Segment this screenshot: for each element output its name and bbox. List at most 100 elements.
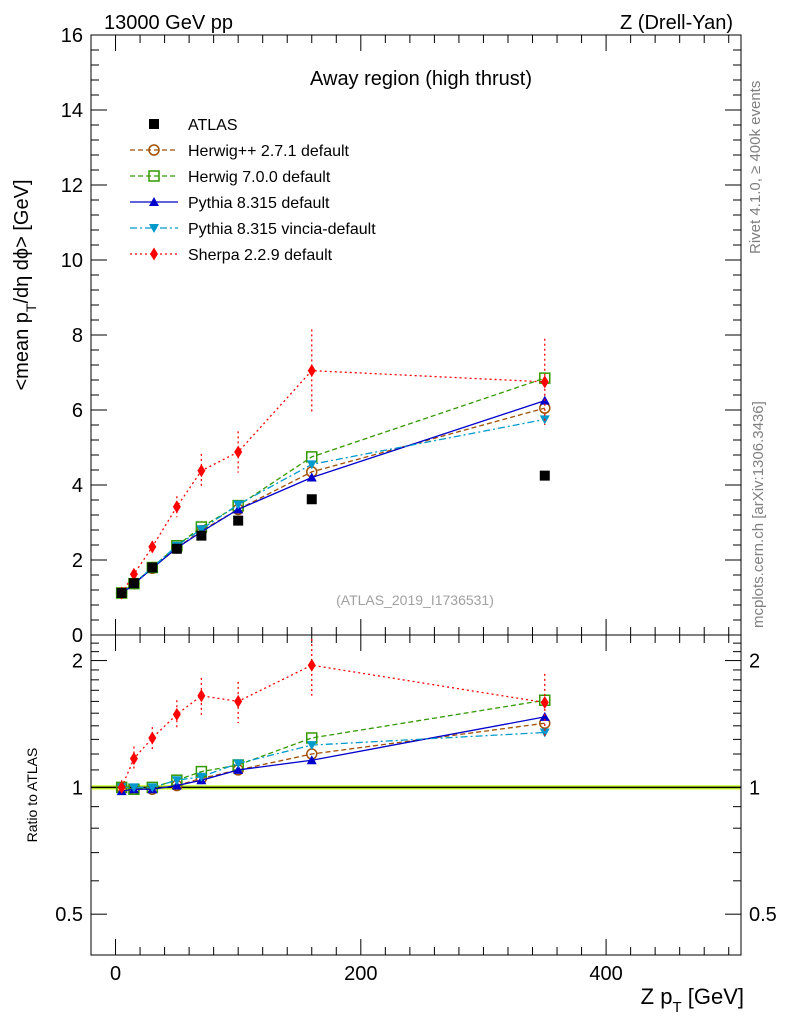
ratio-band-layer bbox=[91, 785, 741, 790]
series-line bbox=[121, 407, 545, 594]
ratio-line bbox=[121, 699, 545, 790]
x-axis-label: Z pT [GeV] bbox=[641, 984, 744, 1016]
ratio-y-tick-label-right: 0.5 bbox=[749, 904, 777, 926]
data-point bbox=[196, 525, 207, 535]
legend-label: ATLAS bbox=[188, 117, 238, 134]
ratio-y-tick-label-right: 1 bbox=[749, 777, 760, 799]
series-line bbox=[121, 377, 545, 594]
data-point bbox=[196, 530, 207, 541]
ratio-line bbox=[121, 716, 545, 792]
x-tick-label: 200 bbox=[344, 963, 377, 985]
ratio-y-tick-label: 1 bbox=[72, 777, 83, 799]
series-sherpa-2-2-9-default bbox=[117, 329, 549, 600]
series-layer bbox=[115, 329, 551, 796]
y-tick-label: 2 bbox=[72, 550, 83, 572]
y-axis-label: <mean pT/dη dϕ> [GeV] bbox=[11, 179, 39, 390]
series-line bbox=[121, 418, 545, 594]
legend-item: Pythia 8.315 vincia-default bbox=[130, 221, 376, 238]
ratio-line bbox=[121, 731, 545, 789]
data-point bbox=[233, 759, 244, 769]
data-point bbox=[306, 741, 317, 751]
data-point bbox=[128, 578, 139, 589]
analysis-watermark: (ATLAS_2019_I1736531) bbox=[336, 592, 494, 608]
data-point bbox=[306, 494, 317, 505]
data-point bbox=[540, 696, 549, 710]
legend-item: Sherpa 2.2.9 default bbox=[130, 247, 333, 264]
data-point bbox=[148, 540, 157, 554]
y-tick-label: 6 bbox=[72, 400, 83, 422]
data-point bbox=[171, 543, 182, 554]
y-tick-label: 10 bbox=[61, 250, 83, 272]
ratio-line bbox=[121, 664, 545, 788]
data-point bbox=[149, 119, 159, 129]
data-point bbox=[306, 460, 317, 470]
y-tick-label: 12 bbox=[61, 175, 83, 197]
ratio-panel-frame bbox=[90, 634, 742, 956]
data-point bbox=[539, 728, 550, 738]
y-tick-label: 0 bbox=[72, 625, 83, 647]
data-point bbox=[233, 500, 244, 510]
legend-label: Pythia 8.315 vincia-default bbox=[188, 221, 376, 238]
legend: ATLAS Herwig++ 2.7.1 default Herwig 7.0.0 … bbox=[130, 117, 376, 264]
series-line bbox=[121, 400, 545, 595]
ratio-y-tick-label: 0.5 bbox=[55, 904, 83, 926]
data-point bbox=[116, 588, 127, 598]
legend-item: Herwig 7.0.0 default bbox=[130, 169, 331, 186]
data-point bbox=[197, 464, 206, 478]
legend-label: Sherpa 2.2.9 default bbox=[188, 247, 333, 264]
ratio-series-sherpa-2-2-9-default bbox=[117, 639, 549, 795]
series-herwig-7-0-0-default bbox=[115, 372, 551, 599]
ratio-y-tick-label-right: 2 bbox=[749, 651, 760, 673]
ratio-y-axis-label: Ratio to ATLAS bbox=[24, 748, 40, 843]
data-point bbox=[307, 658, 316, 672]
data-point bbox=[197, 689, 206, 703]
data-point bbox=[234, 445, 243, 459]
rivet-label: Rivet 4.1.0, ≥ 400k events bbox=[747, 81, 764, 254]
data-point bbox=[129, 567, 138, 581]
data-point bbox=[233, 764, 244, 774]
series-atlas bbox=[116, 470, 550, 598]
data-point bbox=[306, 755, 317, 765]
data-point bbox=[307, 364, 316, 378]
data-point bbox=[540, 375, 549, 389]
ratio-series-pythia-8-315-vincia-default bbox=[116, 728, 550, 793]
legend-item: Herwig++ 2.7.1 default bbox=[130, 143, 350, 160]
data-point bbox=[149, 197, 159, 206]
mcplots-label: mcplots.cern.ch [arXiv:1306.3436] bbox=[750, 401, 767, 628]
data-point bbox=[129, 752, 138, 766]
legend-item: Pythia 8.315 default bbox=[130, 195, 330, 212]
data-point bbox=[148, 144, 160, 156]
data-point bbox=[172, 500, 181, 514]
x-tick-label: 400 bbox=[589, 963, 622, 985]
y-tick-label: 16 bbox=[61, 25, 83, 47]
series-pythia-8-315-default bbox=[116, 395, 550, 598]
data-point bbox=[172, 707, 181, 721]
y-tick-label: 4 bbox=[72, 475, 83, 497]
series-pythia-8-315-vincia-default bbox=[116, 415, 550, 598]
legend-label: Herwig 7.0.0 default bbox=[188, 169, 331, 186]
series-line bbox=[121, 369, 545, 594]
y-tick-label: 14 bbox=[61, 100, 83, 122]
data-point bbox=[147, 783, 158, 793]
legend-label: Herwig++ 2.7.1 default bbox=[188, 143, 350, 160]
data-point bbox=[148, 731, 157, 745]
header-left: 13000 GeV pp bbox=[104, 12, 233, 34]
chart-title: Away region (high thrust) bbox=[310, 68, 532, 90]
data-point bbox=[539, 711, 550, 721]
data-point bbox=[117, 780, 126, 794]
data-point bbox=[233, 515, 244, 526]
x-tick-label: 0 bbox=[110, 963, 121, 985]
data-point bbox=[306, 472, 317, 482]
y-tick-label: 8 bbox=[72, 325, 83, 347]
data-point bbox=[539, 470, 550, 481]
data-point bbox=[234, 694, 243, 708]
data-point bbox=[150, 247, 158, 261]
data-point bbox=[128, 783, 139, 793]
header-right: Z (Drell-Yan) bbox=[620, 12, 733, 34]
legend-label: Pythia 8.315 default bbox=[188, 195, 330, 212]
data-point bbox=[147, 562, 158, 573]
data-point bbox=[171, 776, 182, 786]
ratio-y-tick-label: 2 bbox=[72, 651, 83, 673]
